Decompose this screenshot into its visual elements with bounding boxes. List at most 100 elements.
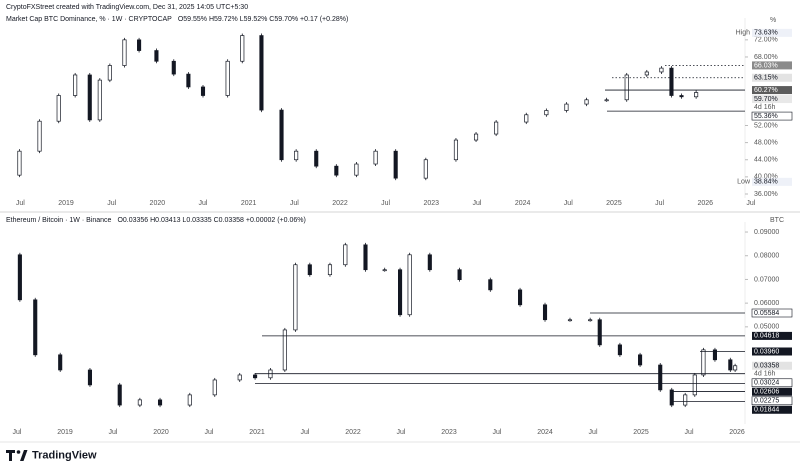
scale-unit: BTC	[770, 217, 784, 224]
x-tick-label: Jul	[13, 429, 22, 436]
y-tick-label: 0.08000	[754, 253, 779, 260]
candle	[33, 299, 38, 356]
price-label-box	[751, 396, 793, 406]
candle	[154, 50, 159, 62]
candle	[494, 121, 499, 135]
x-tick-label: Jul	[301, 429, 310, 436]
price-label-tag: High	[736, 30, 751, 37]
candle	[584, 99, 589, 105]
x-tick-label: Jul	[746, 200, 755, 207]
price-label-box	[752, 61, 792, 70]
x-tick-label: 2026	[697, 200, 713, 207]
y-tick-label: 40.00%	[754, 174, 778, 181]
price-label-box	[752, 177, 792, 186]
price-label-tag: 4d 16h	[754, 104, 776, 111]
candle	[237, 374, 242, 381]
candle	[259, 35, 264, 111]
candle	[683, 394, 688, 406]
y-tick-label: 52.00%	[754, 122, 778, 129]
candle	[712, 349, 718, 361]
candle	[354, 163, 359, 176]
y-tick-label: 48.00%	[754, 139, 778, 146]
y-tick-label: 44.00%	[754, 157, 778, 164]
price-label-box	[751, 308, 793, 318]
header: CryptoFXStreet created with TradingView.…	[6, 4, 248, 11]
x-tick-label: 2024	[515, 200, 531, 207]
price-label: 0.02275	[754, 398, 779, 405]
price-label: 0.02606	[754, 389, 779, 396]
logo-mark	[16, 450, 21, 454]
candle	[307, 264, 312, 276]
candle	[157, 399, 163, 406]
candle	[314, 150, 319, 167]
x-tick-label: 2022	[332, 200, 348, 207]
y-tick-label: 0.06000	[754, 300, 779, 307]
candle	[17, 150, 22, 176]
price-label: 0.01844	[754, 407, 779, 414]
candle	[240, 35, 245, 62]
candle	[343, 244, 348, 266]
candle	[407, 254, 412, 316]
candle	[122, 39, 127, 66]
y-tick-label: 68.00%	[754, 54, 778, 61]
candle	[363, 244, 368, 271]
candle	[87, 369, 93, 386]
candle	[658, 364, 663, 391]
y-tick-label: 36.00%	[754, 191, 778, 198]
price-label: 55.36%	[754, 113, 778, 120]
price-label-tag: 4d 16h	[754, 371, 776, 378]
candle	[117, 384, 122, 406]
candle	[58, 354, 63, 371]
footer-brand: TradingView	[32, 449, 97, 461]
y-tick-label: 0.09000	[754, 229, 779, 236]
candle	[373, 150, 378, 165]
candle	[137, 399, 142, 406]
candle	[564, 103, 569, 111]
price-label-box	[752, 347, 792, 356]
price-label-box	[752, 331, 792, 340]
price-label-tag: Low	[737, 179, 751, 186]
candle	[225, 60, 230, 96]
price-label: 59.70%	[754, 96, 778, 103]
price-label: 38.84%	[754, 179, 778, 186]
candle	[524, 114, 529, 123]
candle	[659, 67, 664, 73]
candle	[212, 379, 217, 396]
candle	[638, 354, 643, 366]
x-tick-label: Jul	[564, 200, 573, 207]
x-tick-label: 2024	[537, 429, 553, 436]
x-tick-label: 2019	[58, 200, 74, 207]
price-label: 0.05584	[754, 310, 779, 317]
x-tick-label: 2025	[633, 429, 649, 436]
candle	[398, 269, 403, 316]
y-tick-label: 0.05000	[754, 324, 779, 331]
candle	[187, 394, 192, 406]
candle	[382, 269, 387, 272]
x-tick-label: 2022	[345, 429, 361, 436]
candle	[669, 67, 674, 96]
candle	[186, 73, 191, 88]
candle	[37, 120, 42, 152]
x-tick-label: 2021	[241, 200, 257, 207]
candle	[282, 329, 287, 371]
price-label-box	[751, 378, 793, 388]
price-label: 66.03%	[754, 62, 778, 69]
candle	[56, 95, 61, 122]
price-label-box	[752, 387, 792, 396]
candle	[97, 79, 102, 121]
x-tick-label: 2025	[606, 200, 622, 207]
price-label-box	[752, 405, 792, 414]
candle	[293, 264, 298, 331]
candle	[617, 344, 622, 356]
candle	[624, 74, 629, 101]
x-tick-label: Jul	[205, 429, 214, 436]
x-tick-label: Jul	[655, 200, 664, 207]
x-tick-label: Jul	[16, 200, 25, 207]
x-tick-label: Jul	[107, 200, 116, 207]
pane: Ethereum / Bitcoin · 1W · Binance O0.0335…	[6, 217, 793, 436]
pane: Market Cap BTC Dominance, % · 1W · CRYPT…	[6, 16, 793, 207]
price-label: 0.03358	[754, 363, 779, 370]
price-label-box	[752, 95, 792, 104]
x-tick-label: Jul	[472, 200, 481, 207]
